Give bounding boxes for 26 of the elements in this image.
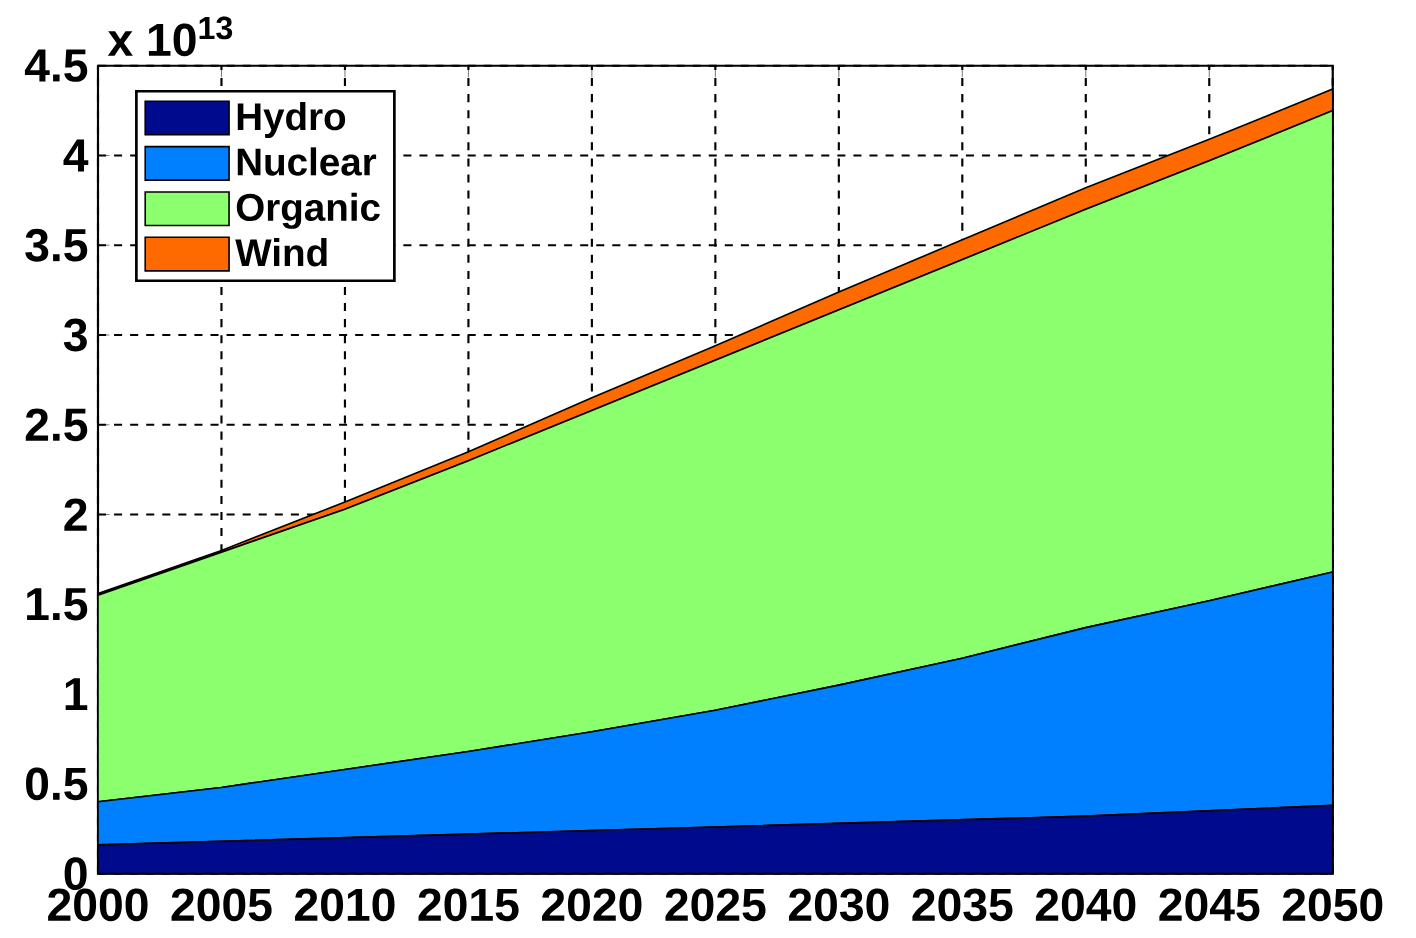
legend-label: Organic [236,192,380,229]
y-tick-label: 0 [64,857,87,891]
text: x 10$^{13}$ [107,16,233,57]
x-tick-label: 2025 [665,888,766,922]
y-tick-label: 2.5 [25,408,88,442]
x-tick-label: 2000 [48,888,148,922]
y-tick-label: 3.5 [25,228,88,262]
legend-label: Hydro [237,102,346,139]
y-tick-label: 4.5 [24,49,88,82]
x-tick-label: 2050 [1282,888,1383,922]
y-tick-label: 1 [65,678,88,711]
y-tick-label: 3 [63,318,87,352]
x-tick-label: 2035 [912,888,1013,922]
legend-label: Nuclear [237,147,377,176]
y-tick-label: 4 [63,139,89,172]
x-tick-label: 2005 [171,888,272,922]
x-tick-label: 2010 [295,888,395,922]
x-tick-label: 2015 [418,888,519,922]
x-tick-label: 2040 [1035,888,1136,922]
y-tick-label: 1.5 [27,588,88,621]
legend-label: Wind [235,238,327,267]
x-tick-label: 2045 [1159,888,1260,922]
x-tick-label: 2020 [542,888,642,922]
y-tick-label: 2 [64,498,87,531]
x-tick-label: 2030 [788,888,889,922]
y-tick-label: 0.5 [26,767,88,801]
